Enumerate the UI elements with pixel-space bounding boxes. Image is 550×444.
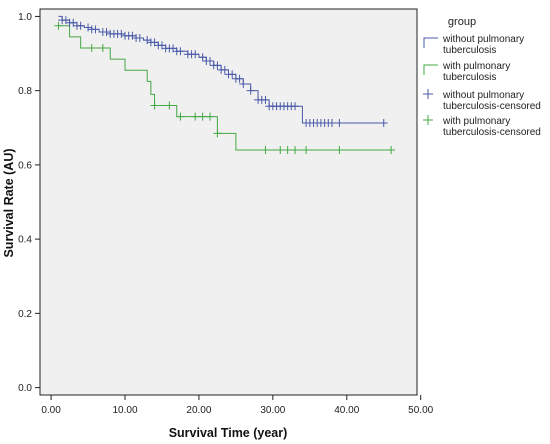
censor-mark-without	[239, 79, 248, 88]
x-tick-label: 40.00	[334, 405, 359, 416]
censor-mark-with	[176, 112, 185, 121]
censor-mark-with	[191, 112, 200, 121]
x-tick-label: 20.00	[186, 405, 211, 416]
censor-mark-with	[261, 146, 270, 155]
legend: group without pulmonarytuberculosiswith …	[423, 16, 541, 138]
plot-background	[39, 8, 418, 396]
censor-mark-with	[387, 146, 396, 155]
censor-mark-with	[150, 101, 159, 110]
censor-mark-with	[87, 43, 96, 52]
censor-mark-with	[213, 129, 222, 138]
censor-mark-with	[291, 146, 300, 155]
legend-label: tuberculosis-censored	[443, 101, 541, 112]
censor-mark-without	[191, 50, 200, 59]
legend-label: with pulmonary	[442, 116, 510, 127]
legend-swatch-with-line	[423, 64, 438, 75]
censor-mark-without	[379, 118, 388, 127]
censor-mark-without	[213, 61, 222, 70]
censor-mark-with	[302, 146, 311, 155]
y-tick-label: 0.6	[18, 160, 32, 171]
y-axis-title: Survival Rate (AU)	[2, 148, 16, 257]
censor-mark-with	[283, 146, 292, 155]
censor-mark-without	[335, 118, 344, 127]
legend-swatch-without-censored	[423, 89, 433, 99]
censor-mark-without	[117, 29, 126, 38]
censor-mark-without	[198, 53, 207, 62]
y-tick-label: 1.0	[18, 12, 32, 23]
y-tick-label: 0.8	[18, 86, 32, 97]
censor-mark-without	[228, 70, 237, 79]
censor-mark-without	[261, 95, 270, 104]
censor-mark-without	[84, 23, 93, 32]
censor-mark-with	[54, 21, 63, 30]
legend-label: tuberculosis	[443, 45, 496, 56]
legend-label: without pulmonary	[442, 90, 524, 101]
censor-markers	[54, 16, 396, 155]
censor-mark-with	[98, 43, 107, 52]
x-tick-label: 30.00	[260, 405, 285, 416]
censor-mark-without	[135, 33, 144, 42]
censor-mark-without	[206, 56, 215, 65]
censor-mark-with	[276, 146, 285, 155]
censor-mark-without	[327, 118, 336, 127]
censor-mark-without	[91, 25, 100, 34]
legend-label: with pulmonary	[442, 61, 510, 72]
censor-mark-without	[102, 28, 111, 37]
x-tick-label: 0.00	[41, 405, 61, 416]
legend-label: without pulmonary	[442, 34, 524, 45]
censor-mark-with	[335, 146, 344, 155]
censor-mark-without	[246, 86, 255, 95]
censor-mark-with	[165, 101, 174, 110]
censor-mark-without	[235, 74, 244, 83]
x-tick-label: 50.00	[408, 405, 433, 416]
x-tick-label: 10.00	[112, 405, 137, 416]
censor-mark-without	[220, 65, 229, 74]
legend-title: group	[448, 16, 476, 28]
series-line-with	[58, 25, 392, 151]
x-axis-title: Survival Time (year)	[169, 426, 288, 440]
legend-label: tuberculosis	[443, 72, 496, 83]
censor-mark-without	[176, 47, 185, 56]
y-tick-label: 0.4	[18, 235, 32, 246]
censor-mark-without	[291, 102, 300, 111]
censor-mark-without	[76, 21, 85, 30]
legend-swatch-without-line	[423, 37, 438, 48]
y-tick-label: 0.2	[18, 309, 32, 320]
censor-mark-with	[206, 112, 215, 121]
x-axis: 0.00 10.00 20.00 30.00 40.00 50.00	[41, 395, 434, 416]
legend-swatch-with-censored	[423, 115, 433, 125]
censor-mark-with	[198, 112, 207, 121]
legend-label: tuberculosis-censored	[443, 127, 541, 138]
y-axis: 0.0 0.2 0.4 0.6 0.8 1.0	[18, 12, 40, 394]
y-tick-label: 0.0	[18, 383, 32, 394]
